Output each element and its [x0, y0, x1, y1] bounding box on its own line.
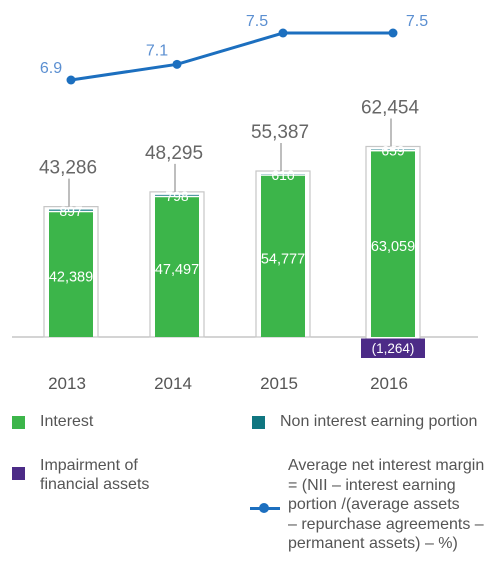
legend-swatch-impairment	[12, 467, 25, 480]
nim-label-2013: 6.9	[40, 60, 62, 77]
nim-label-2016: 7.5	[406, 13, 428, 30]
legend-nim-line-4: – repurchase agreements –	[288, 515, 484, 533]
legend-nim-line-5: permanent assets) – %)	[288, 535, 458, 552]
legend-label-impairment: Impairment of financial assets	[40, 456, 149, 494]
data-label-interest-2013: 42,389	[49, 270, 93, 286]
nim-label-2015: 7.5	[246, 13, 268, 30]
total-label-2016: 62,454	[361, 97, 420, 118]
legend-impairment-line-2: financial assets	[40, 476, 150, 493]
data-label-interest-2016: 63,059	[371, 239, 415, 255]
legend-swatch-nim	[250, 502, 280, 514]
legend-label-nim: Average net interest margin = (NII – int…	[288, 456, 484, 554]
category-label-2016: 2016	[370, 374, 408, 393]
legend-label-interest: Interest	[40, 413, 94, 430]
data-label-non-interest-2014: 798	[165, 188, 189, 204]
nim-line-layer: 6.9 7.1 7.5 7.5	[40, 13, 428, 85]
bar-interest-2014	[155, 197, 199, 337]
nim-line	[70, 31, 393, 82]
bar-non-interest-2014	[155, 194, 199, 196]
legend-impairment-line-1: Impairment of	[40, 457, 138, 474]
category-label-2013: 2013	[48, 374, 86, 393]
legend-label-non-interest: Non interest earning portion	[280, 413, 478, 430]
bar-impairment-2016	[361, 338, 425, 358]
legend-nim-line-2: = (NII – interest earning	[288, 476, 456, 494]
data-label-impairment-2016: (1,264)	[372, 341, 415, 356]
nim-point-2013	[66, 75, 76, 85]
nim-point-2015	[278, 28, 288, 38]
legend-impairment: Impairment of financial assets	[12, 456, 149, 494]
bar-interest-2016	[371, 151, 415, 337]
nim-point-2014	[172, 59, 182, 69]
total-connectors	[68, 118, 392, 207]
total-label-2015: 55,387	[251, 122, 309, 143]
category-label-2014: 2014	[154, 374, 192, 393]
bar-non-interest-2013	[49, 209, 93, 211]
chart: 42,389 897 47,497 798 54,777 610 63,059 659 (1,2…	[12, 13, 478, 393]
legend-swatch-non-interest	[252, 416, 265, 429]
legend-non-interest: Non interest earning portion	[252, 412, 477, 431]
legend-nim: Average net interest margin = (NII – int…	[250, 456, 484, 554]
data-label-interest-2014: 47,497	[155, 262, 199, 278]
bar-group: 42,389 897 47,497 798 54,777 610 63,059 659 (1,2…	[43, 142, 425, 358]
legend-interest: Interest	[12, 412, 93, 431]
bar-interest-2015	[261, 175, 305, 337]
category-ticks: 2013 2014 2015 2016	[48, 374, 408, 393]
data-label-interest-2015: 54,777	[261, 251, 305, 267]
legend-nim-line-3: portion /(average assets	[288, 496, 460, 513]
legend-nim-line-1: Average net interest margin	[288, 457, 485, 474]
nim-label-2014: 7.1	[146, 42, 168, 59]
data-label-non-interest-2013: 897	[59, 203, 83, 219]
total-label-2013: 43,286	[39, 158, 97, 179]
category-label-2015: 2015	[260, 374, 298, 393]
nim-point-2016	[388, 28, 398, 38]
legend-swatch-interest	[12, 416, 25, 429]
total-label-2014: 48,295	[145, 143, 203, 164]
bar-interest-2013	[49, 212, 93, 337]
data-label-non-interest-2016: 659	[381, 142, 405, 158]
data-label-non-interest-2015: 610	[271, 167, 295, 183]
total-labels: 43,286 48,295 55,387 62,454	[39, 97, 420, 178]
